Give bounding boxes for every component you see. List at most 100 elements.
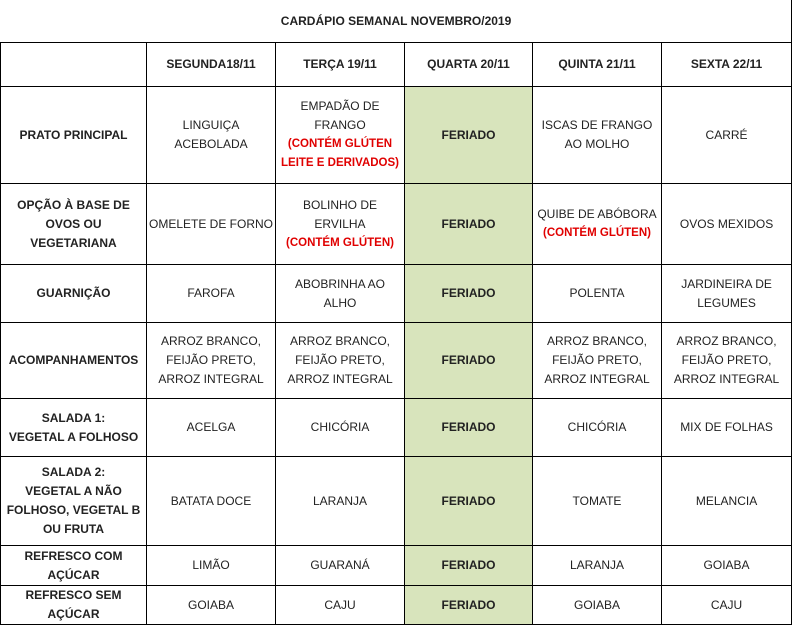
cell-text: FERIADO (441, 286, 496, 300)
menu-cell: EMPADÃO DE FRANGO (CONTÉM GLÚTEN LEITE E DE… (275, 86, 405, 184)
row-label: REFRESCO COM AÇÚCAR (0, 545, 147, 586)
cell-text: FERIADO (441, 597, 496, 612)
row-label: ACOMPANHAMENTOS (0, 322, 147, 399)
cell-text: LARANJA (569, 558, 625, 572)
menu-title: CARDÁPIO SEMANAL NOVEMBRO/2019 (0, 0, 792, 43)
holiday-cell: FERIADO (404, 86, 533, 184)
title-row: CARDÁPIO SEMANAL NOVEMBRO/2019 (0, 0, 792, 43)
cell-text: OMELETE DE FORNO (149, 216, 274, 231)
menu-cell: BATATA DOCE (146, 456, 276, 546)
cell-text: ARROZ INTEGRAL (287, 372, 393, 386)
holiday-cell: FERIADO (404, 264, 533, 323)
menu-cell: LIMÃO (146, 545, 276, 586)
cell-text: CAJU (324, 597, 356, 612)
allergen-note: LEITE E DERIVADOS) (281, 157, 399, 169)
menu-row: GUARNIÇÃO FAROFA ABOBRINHA AO ALHO FERIADO PO… (0, 264, 792, 323)
cell-text: FERIADO (441, 216, 496, 231)
menu-cell: CHICÓRIA (532, 398, 662, 457)
menu-cell: ISCAS DE FRANGO AO MOLHO (532, 86, 662, 184)
menu-cell: BOLINHO DE ERVILHA (CONTÉM GLÚTEN) (275, 183, 405, 265)
menu-cell: OVOS MEXIDOS (660, 183, 792, 265)
cell-text: OU FRUTA (42, 522, 105, 536)
cell-text: EMPADÃO DE (300, 99, 380, 113)
cell-text: MELANCIA (695, 493, 758, 508)
menu-cell: LINGUIÇA ACEBOLADA (146, 86, 276, 184)
menu-row: SALADA 1: VEGETAL A FOLHOSO ACELGA CHICÓRIA… (0, 398, 792, 457)
cell-text: REFRESCO SEM (25, 588, 122, 602)
day-header: TERÇA 19/11 (275, 42, 405, 87)
menu-cell: GOIABA (146, 585, 276, 625)
cell-text: SALADA 1: (41, 410, 106, 425)
menu-cell: GOIABA (660, 545, 792, 586)
cell-text: ACOMPANHAMENTOS (8, 353, 139, 367)
header-corner (0, 42, 147, 87)
cell-text: LEGUMES (697, 295, 756, 310)
allergen-note: (CONTÉM GLÚTEN) (543, 227, 651, 239)
cell-text: ACELGA (186, 420, 236, 434)
cell-text: CHICÓRIA (310, 420, 370, 434)
menu-cell: TOMATE (532, 456, 662, 546)
menu-row: PRATO PRINCIPAL LINGUIÇA ACEBOLADA EMPADÃO … (0, 86, 792, 184)
menu-cell: FAROFA (146, 264, 276, 323)
cell-text: FEIJÃO PRETO, (295, 353, 385, 367)
cell-text: FOLHOSO, VEGETAL B (6, 503, 141, 517)
menu-cell: CARRÉ (660, 86, 792, 184)
cell-text: FERIADO (441, 420, 496, 434)
cell-text: LARANJA (312, 493, 368, 508)
menu-row: OPÇÃO À BASE DE OVOS OU VEGETARIANA OMELETE… (0, 183, 792, 265)
holiday-cell: FERIADO (404, 322, 533, 399)
cell-text: GOIABA (703, 558, 750, 572)
row-label: SALADA 2: VEGETAL A NÃO FOLHOSO, VEGETAL B… (0, 456, 147, 546)
menu-row: REFRESCO SEM AÇÚCAR GOIABA CAJU FERIADO GOIAB… (0, 585, 792, 625)
menu-cell: ARROZ BRANCO, FEIJÃO PRETO, ARROZ INTEGRAL (146, 322, 276, 399)
cell-text: ARROZ BRANCO, (160, 334, 261, 348)
cell-text: PRATO PRINCIPAL (19, 127, 128, 142)
cell-text: FEIJÃO PRETO, (681, 353, 772, 367)
cell-text: ARROZ BRANCO, (289, 334, 390, 348)
header-row: SEGUNDA18/11 TERÇA 19/11 QUARTA 20/11 QUINT… (0, 42, 792, 87)
menu-row: ACOMPANHAMENTOS ARROZ BRANCO, FEIJÃO PRETO… (0, 322, 792, 399)
cell-text: GOIABA (187, 597, 234, 612)
row-label: GUARNIÇÃO (0, 264, 147, 323)
menu-cell: QUIBE DE ABÓBORA (CONTÉM GLÚTEN) (532, 183, 662, 265)
menu-cell: GOIABA (532, 585, 662, 625)
menu-cell: ARROZ BRANCO, FEIJÃO PRETO, ARROZ INTEGRAL (532, 322, 662, 399)
menu-cell: ARROZ BRANCO, FEIJÃO PRETO, ARROZ INTEGRAL (660, 322, 792, 399)
cell-text: JARDINEIRA DE (681, 276, 772, 291)
menu-cell: POLENTA (532, 264, 662, 323)
cell-text: FERIADO (441, 558, 496, 572)
cell-text: ARROZ INTEGRAL (158, 372, 264, 386)
cell-text: FEIJÃO PRETO, (166, 353, 256, 367)
holiday-cell: FERIADO (404, 183, 533, 265)
day-header: SEXTA 22/11 (660, 42, 792, 87)
menu-cell: LARANJA (532, 545, 662, 586)
cell-text: AO MOLHO (564, 137, 630, 151)
cell-text: LINGUIÇA (182, 118, 240, 132)
cell-text: BATATA DOCE (170, 493, 252, 508)
cell-text: VEGETARIANA (30, 235, 117, 250)
cell-text: FRANGO (314, 118, 366, 132)
cell-text: FERIADO (441, 493, 496, 508)
menu-cell: CAJU (660, 585, 792, 625)
cell-text: VEGETAL A NÃO (25, 484, 122, 498)
menu-cell: LARANJA (275, 456, 405, 546)
cell-text: VEGETAL A FOLHOSO (8, 429, 139, 444)
cell-text: ARROZ INTEGRAL (673, 372, 780, 386)
cell-text: LIMÃO (192, 558, 230, 572)
cell-text: ISCAS DE FRANGO (541, 118, 653, 132)
cell-text: ARROZ BRANCO, (676, 334, 777, 348)
day-header: QUINTA 21/11 (532, 42, 662, 87)
menu-cell: OMELETE DE FORNO (146, 183, 276, 265)
cell-text: GUARANÁ (310, 558, 370, 572)
row-label: OPÇÃO À BASE DE OVOS OU VEGETARIANA (0, 183, 147, 265)
cell-text: GOIABA (573, 597, 620, 612)
cell-text: ALHO (323, 295, 357, 310)
cell-text: CAJU (710, 597, 743, 612)
row-label: PRATO PRINCIPAL (0, 86, 147, 184)
menu-row: REFRESCO COM AÇÚCAR LIMÃO GUARANÁ FERIADO LAR… (0, 545, 792, 586)
row-label: SALADA 1: VEGETAL A FOLHOSO (0, 398, 147, 457)
cell-text: FERIADO (441, 353, 496, 367)
menu-cell: CAJU (275, 585, 405, 625)
menu-cell: MIX DE FOLHAS (660, 398, 792, 457)
